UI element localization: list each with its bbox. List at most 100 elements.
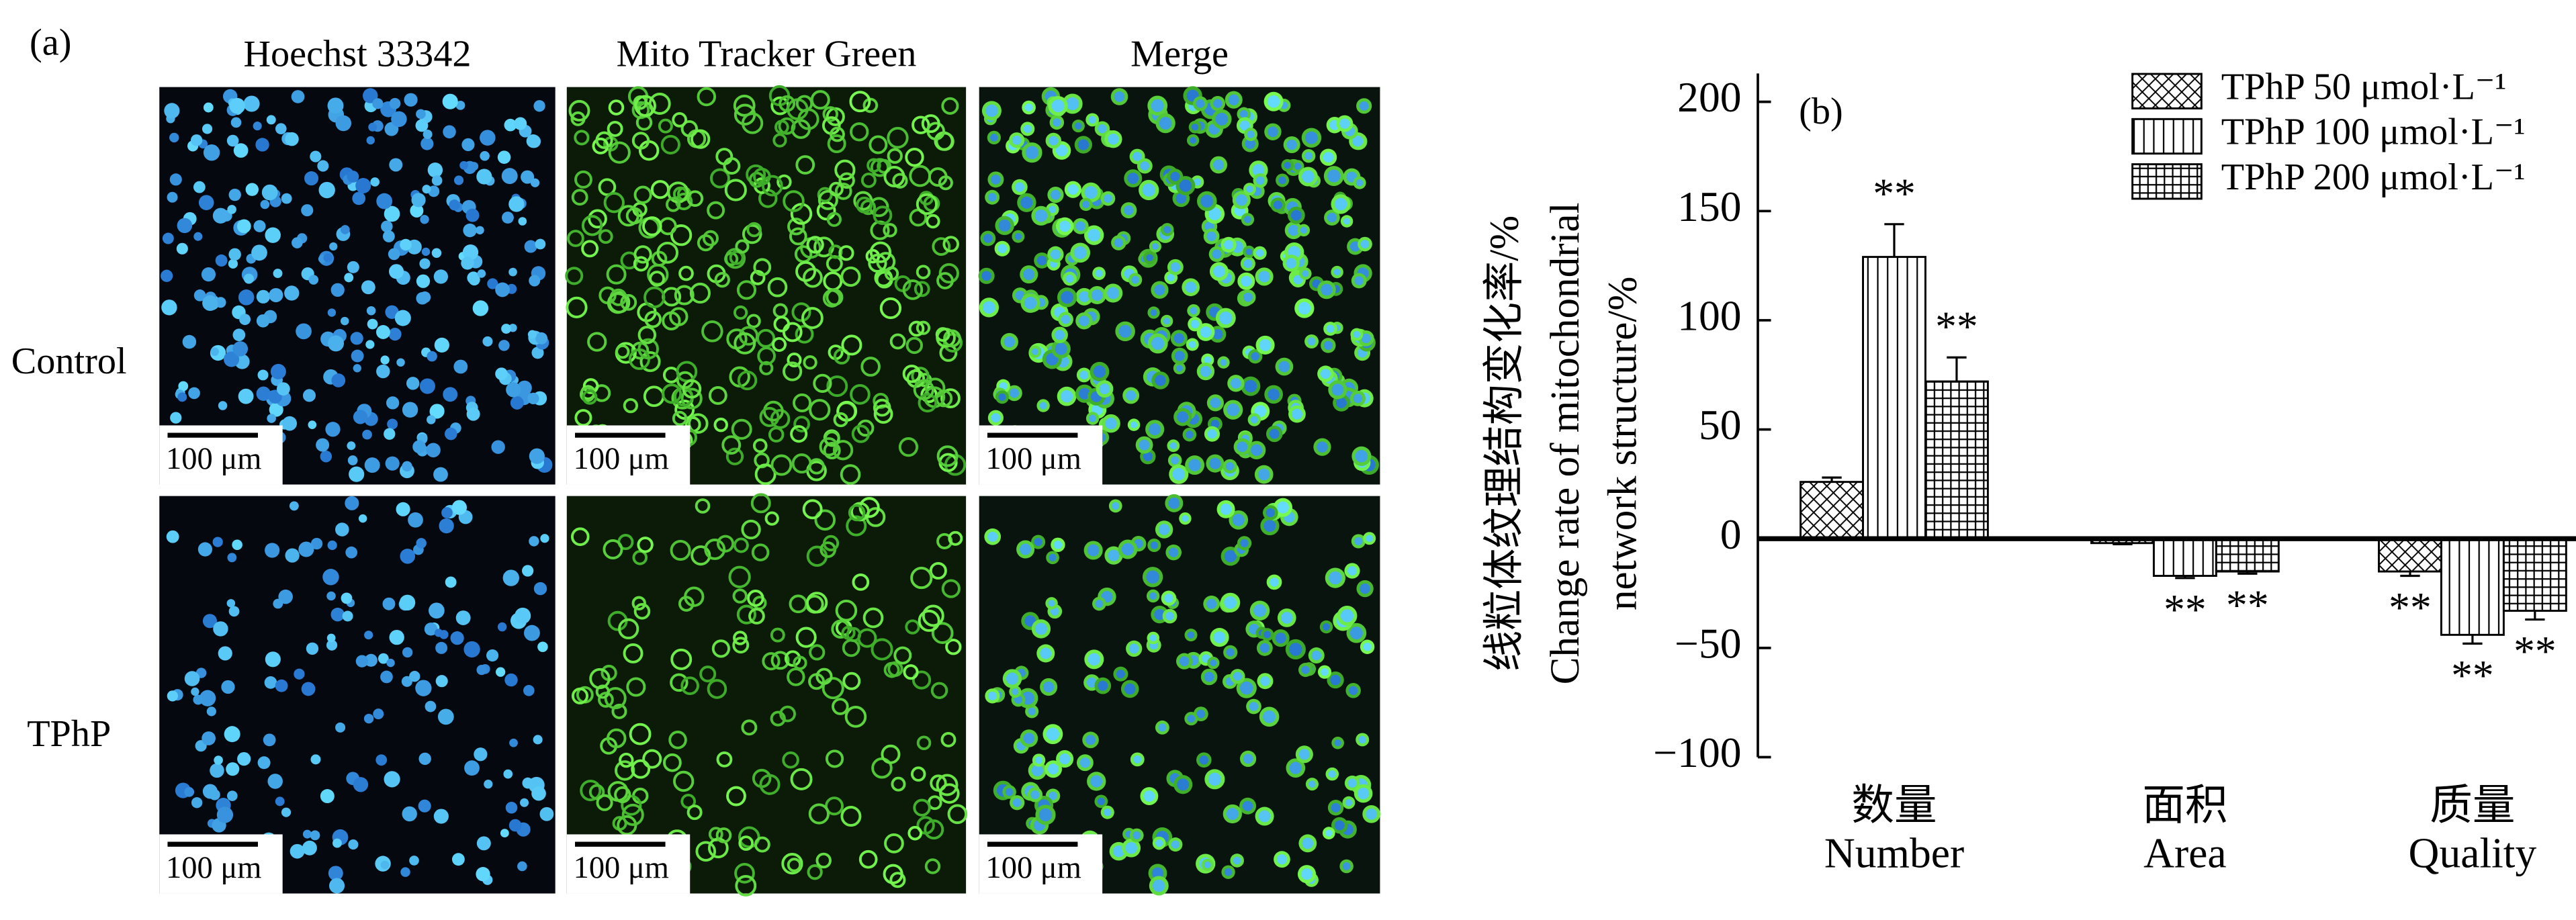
mitochondria (631, 596, 646, 611)
nucleus (1175, 365, 1183, 372)
x-tick-label: 质量 (2430, 781, 2515, 829)
mitochondria (840, 266, 861, 287)
nucleus (349, 466, 365, 482)
nucleus (409, 671, 420, 682)
nucleus (1132, 831, 1141, 839)
nucleus (527, 330, 537, 339)
mitochondria (649, 271, 666, 287)
mitochondria (924, 858, 941, 874)
nucleus (1361, 333, 1371, 344)
nucleus (518, 217, 527, 226)
nucleus (416, 109, 426, 120)
nucleus (1104, 194, 1112, 203)
nucleus (1055, 144, 1068, 156)
nucleus (335, 722, 346, 733)
mitochondria (759, 774, 781, 795)
nucleus (347, 441, 356, 451)
mitochondria (750, 270, 766, 285)
mitochondria (930, 774, 947, 792)
nucleus (188, 387, 200, 400)
nucleus (1305, 131, 1318, 144)
nucleus (1200, 326, 1212, 338)
nucleus (1200, 365, 1212, 377)
nucleus (1107, 287, 1120, 300)
nucleus (987, 691, 997, 700)
column-label: Mito Tracker Green (617, 34, 917, 75)
nucleus (1151, 867, 1164, 880)
nucleus (1233, 672, 1242, 681)
nucleus (229, 97, 246, 114)
legend-label: TPhP 50 μmol·L⁻¹ (2221, 66, 2507, 107)
nucleus (1290, 210, 1302, 221)
y-tick-label: −50 (1675, 619, 1741, 667)
nucleus (226, 790, 238, 801)
nucleus (1030, 790, 1040, 799)
mitochondria (942, 236, 960, 252)
nucleus (198, 195, 214, 210)
nucleus (1164, 594, 1173, 603)
mitochondria (767, 277, 788, 297)
mitochondria (621, 794, 642, 816)
nucleus (267, 774, 283, 789)
mitochondria (658, 118, 673, 134)
nucleus (445, 576, 457, 588)
mitochondria (691, 129, 711, 149)
nucleus (1012, 798, 1022, 807)
nucleus (227, 553, 237, 563)
nucleus (1020, 543, 1032, 555)
mitochondria (931, 622, 954, 644)
nucleus (412, 440, 426, 454)
nucleus (1326, 324, 1335, 333)
nucleus (1269, 428, 1280, 439)
mitochondria (801, 307, 824, 329)
nucleus (1012, 135, 1022, 145)
nucleus (497, 150, 511, 164)
nucleus (169, 173, 182, 186)
nucleus (431, 175, 443, 186)
mitochondria (587, 332, 607, 352)
mitochondria (940, 732, 957, 747)
nucleus (1213, 99, 1223, 108)
nucleus (463, 641, 480, 658)
significance-mark: ** (2451, 651, 2494, 699)
mitochondria (670, 648, 693, 670)
mitochondria (634, 95, 656, 117)
nucleus (404, 93, 418, 107)
nucleus (1204, 672, 1214, 682)
nucleus (1276, 854, 1287, 865)
mitochondria (747, 590, 764, 607)
nucleus (1014, 695, 1022, 704)
nucleus (281, 807, 292, 817)
mitochondria (815, 852, 832, 869)
mitochondria (945, 639, 962, 655)
nucleus (381, 220, 393, 233)
nucleus (1265, 508, 1275, 518)
y-tick-label: 50 (1699, 401, 1742, 449)
nucleus (422, 185, 431, 194)
mitochondria (631, 759, 651, 779)
nucleus (1220, 359, 1227, 366)
mitochondria (598, 692, 614, 708)
mitochondria (914, 281, 930, 297)
nucleus (382, 230, 395, 242)
nucleus (1125, 841, 1137, 854)
mitochondria (797, 108, 819, 130)
mitochondria (916, 735, 932, 751)
nucleus (1226, 808, 1239, 820)
nucleus (1360, 583, 1370, 594)
nucleus (1140, 161, 1150, 171)
nucleus (167, 690, 178, 702)
nucleus (1207, 429, 1217, 439)
nucleus (1167, 273, 1175, 281)
nucleus (521, 565, 534, 577)
nucleus (1093, 365, 1106, 378)
mitochondria (697, 234, 715, 252)
nucleus (1163, 318, 1171, 325)
mitochondria (809, 399, 831, 421)
nucleus (169, 132, 179, 143)
nucleus (275, 796, 285, 807)
nucleus (500, 829, 509, 838)
nucleus (206, 706, 216, 717)
mitochondria (852, 573, 870, 591)
mitochondria (892, 173, 908, 189)
